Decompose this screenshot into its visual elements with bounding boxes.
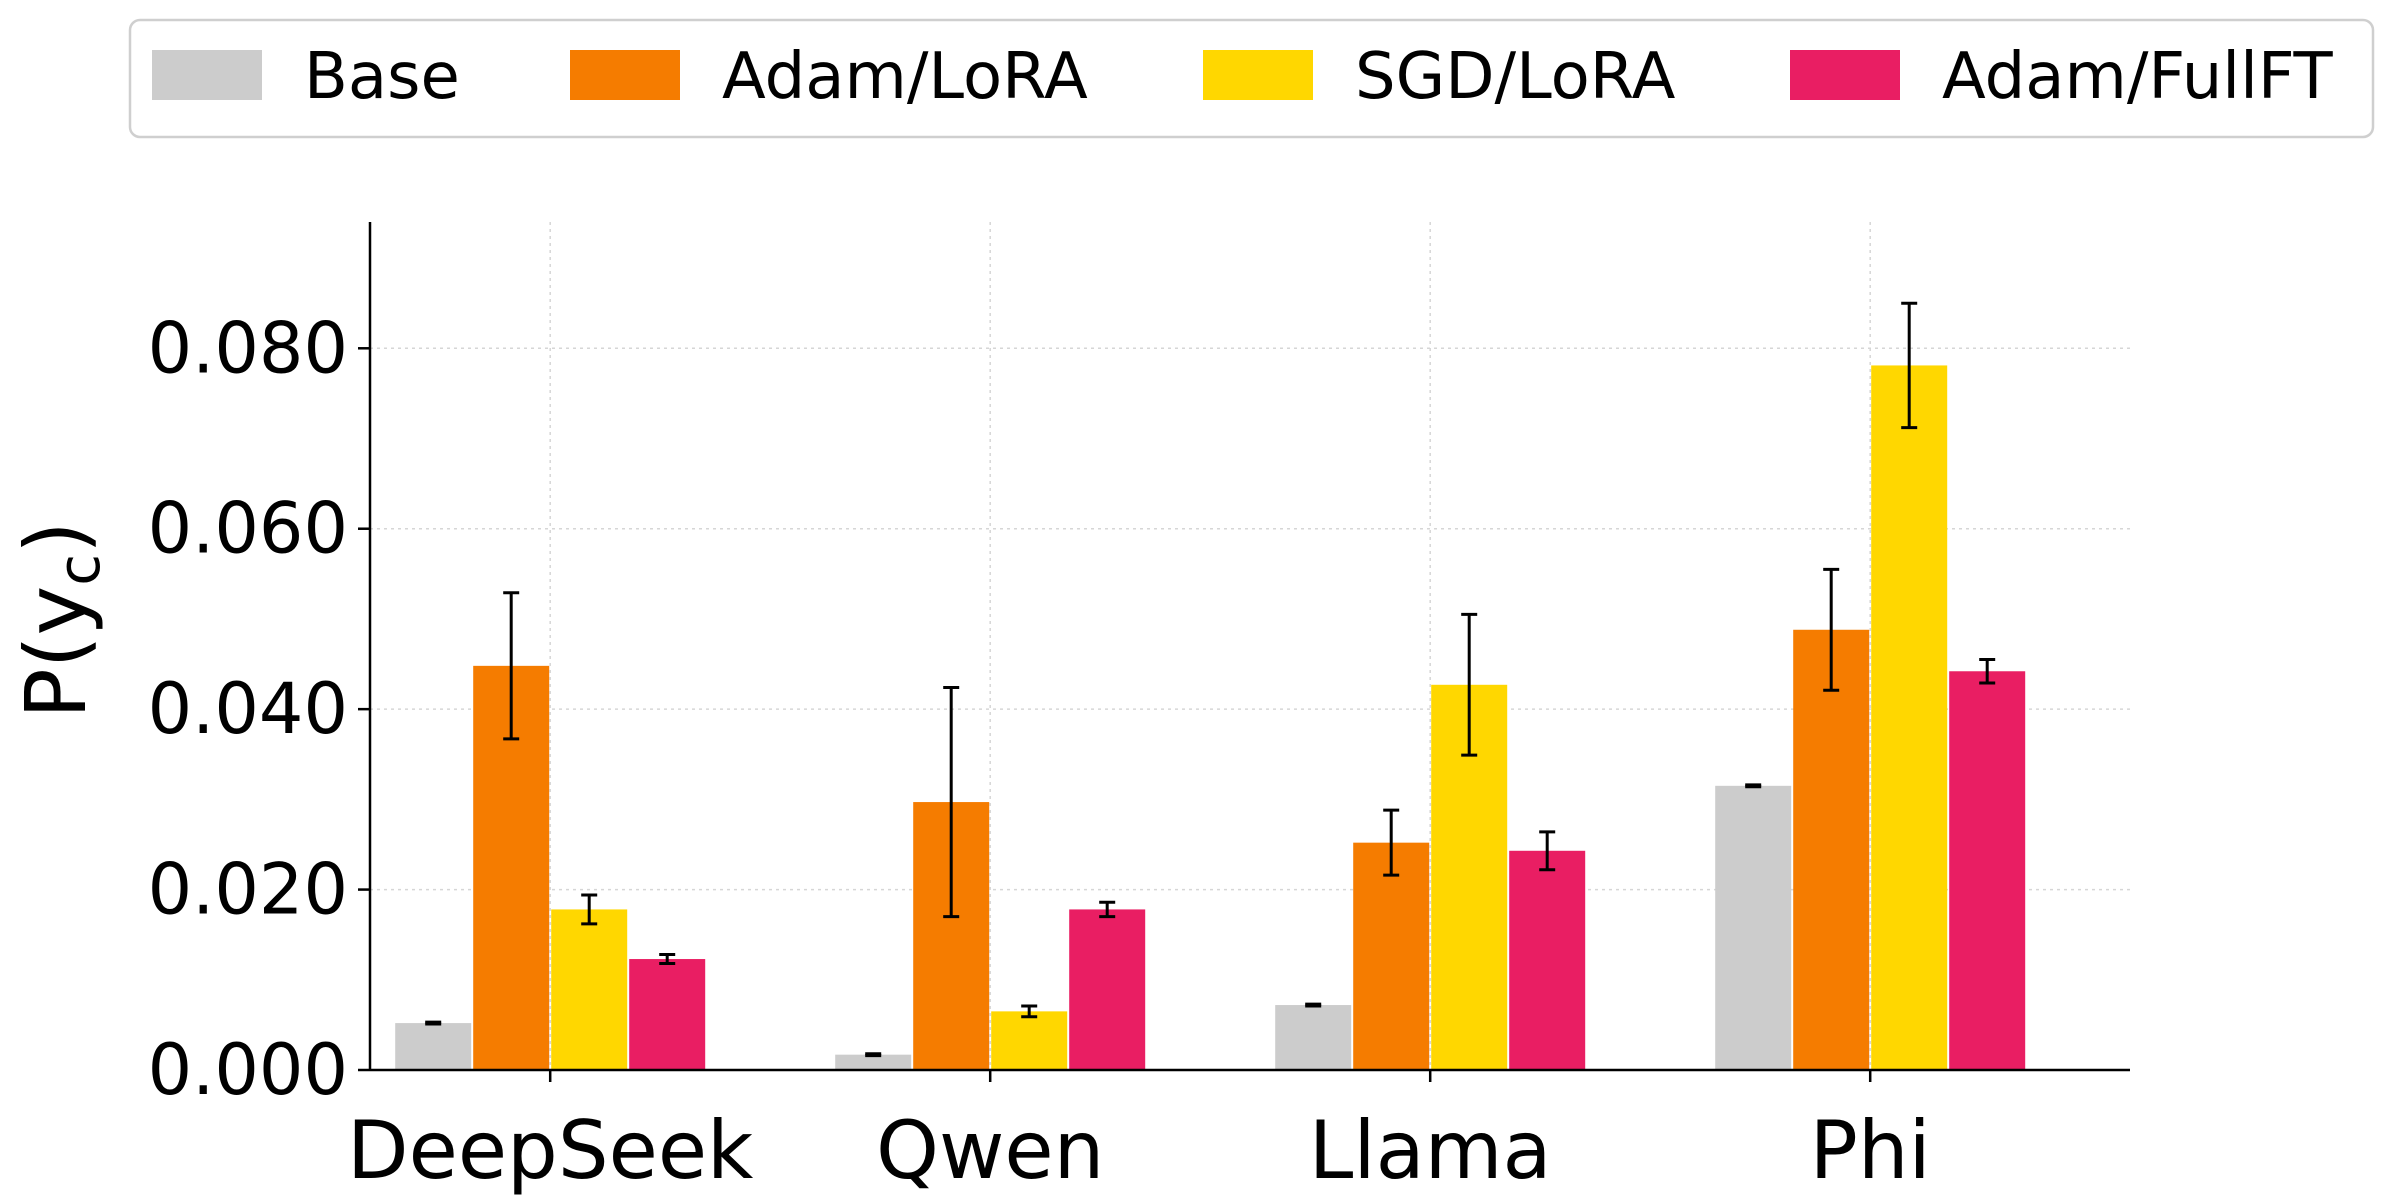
- bar: [991, 1011, 1068, 1070]
- legend-label: Adam/LoRA: [722, 40, 1088, 114]
- x-tick-label: Phi: [1810, 1104, 1931, 1197]
- legend-swatch: [570, 50, 680, 100]
- y-tick-label: 0.040: [148, 668, 348, 750]
- y-tick-label: 0.060: [148, 488, 348, 570]
- legend-swatch: [152, 50, 262, 100]
- bar: [1949, 671, 2026, 1070]
- legend-swatch: [1203, 50, 1313, 100]
- bar: [395, 1023, 472, 1070]
- legend: Base Adam/LoRA SGD/LoRA Adam/FullFT: [128, 18, 2375, 139]
- bar: [1275, 1005, 1352, 1070]
- axes: [358, 222, 2130, 1082]
- legend-label: Base: [304, 40, 460, 114]
- x-tick-label: Qwen: [876, 1104, 1104, 1197]
- bar: [835, 1054, 912, 1070]
- axis-labels: P(yc) 0.000 0.020 0.040 0.060 0.080 DeepSeek Q…: [7, 307, 1931, 1197]
- x-tick-label: Llama: [1309, 1104, 1552, 1197]
- bar: [629, 959, 706, 1070]
- bar: [551, 909, 628, 1070]
- x-tick-label: DeepSeek: [347, 1104, 754, 1197]
- legend-swatch: [1790, 50, 1900, 100]
- grid: [370, 222, 2130, 1070]
- y-axis-label-close: ): [7, 521, 105, 554]
- y-axis-label: P(yc): [7, 521, 113, 719]
- bars: [395, 301, 2026, 1070]
- bar: [1509, 850, 1586, 1070]
- legend-label: SGD/LoRA: [1355, 40, 1676, 114]
- bar: [1715, 785, 1792, 1070]
- y-axis-label-main: P(y: [7, 586, 105, 719]
- bar: [1353, 842, 1430, 1070]
- bar: [1871, 365, 1948, 1070]
- legend-label: Adam/FullFT: [1942, 40, 2334, 114]
- bar: [1069, 909, 1146, 1070]
- y-tick-label: 0.000: [148, 1029, 348, 1111]
- bar: [1793, 629, 1870, 1070]
- y-tick-label: 0.020: [148, 849, 348, 931]
- y-axis-label-subscript: c: [45, 554, 113, 586]
- y-tick-label: 0.080: [148, 307, 348, 389]
